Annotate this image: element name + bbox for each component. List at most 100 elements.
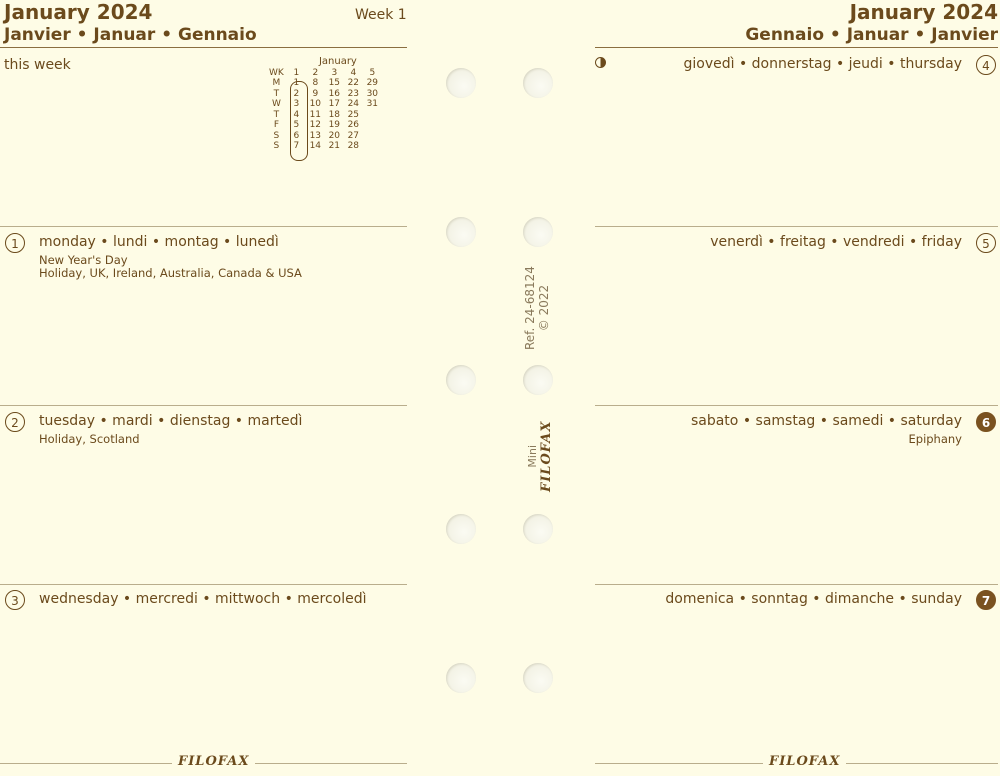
calendar-cell: 2 bbox=[293, 88, 300, 99]
calendar-cell: 6 bbox=[293, 130, 300, 141]
calendar-cell: 20 bbox=[328, 130, 341, 141]
calendar-cell: 31 bbox=[366, 99, 379, 109]
calendar-cell: 26 bbox=[347, 120, 360, 130]
calendar-cell: W bbox=[271, 99, 281, 109]
binder-hole bbox=[523, 365, 553, 395]
calendar-cell: 23 bbox=[347, 88, 360, 99]
calendar-cell: 9 bbox=[312, 88, 319, 99]
calendar-cell bbox=[363, 110, 382, 121]
calendar-cell bbox=[363, 120, 382, 131]
calendar-cell: 5 bbox=[293, 120, 300, 130]
day-number: 1 bbox=[5, 233, 25, 253]
calendar-cell: 27 bbox=[347, 130, 360, 141]
this-week-label: this week bbox=[4, 57, 71, 73]
divider-line bbox=[0, 47, 407, 48]
divider-line bbox=[595, 226, 998, 227]
calendar-cell: 30 bbox=[366, 88, 379, 99]
calendar-cell: 21 bbox=[328, 141, 341, 151]
day-number: 7 bbox=[976, 590, 996, 610]
day-note: New Year's Day bbox=[39, 253, 128, 267]
calendar-cell: 13 bbox=[309, 130, 322, 141]
binder-hole bbox=[446, 514, 476, 544]
day-number: 4 bbox=[976, 55, 996, 75]
day-label: sabato • samstag • samedi • saturday bbox=[690, 413, 962, 429]
left-page-subtitle: Janvier • Januar • Gennaio bbox=[4, 25, 257, 45]
day-label: wednesday • mercredi • mittwoch • mercol… bbox=[39, 591, 367, 607]
calendar-cell: 17 bbox=[328, 99, 341, 109]
calendar-cell: F bbox=[273, 120, 279, 130]
divider-line bbox=[0, 584, 407, 585]
reference-number: Ref. 24-68124 bbox=[523, 266, 537, 350]
binder-hole bbox=[523, 514, 553, 544]
day-label: domenica • sonntag • dimanche • sunday bbox=[665, 591, 962, 607]
calendar-cell: 16 bbox=[328, 88, 341, 99]
divider-line bbox=[0, 226, 407, 227]
calendar-cell: T bbox=[273, 109, 280, 120]
calendar-cell: 24 bbox=[347, 99, 360, 109]
divider-line bbox=[595, 405, 998, 406]
day-note: Holiday, UK, Ireland, Australia, Canada … bbox=[39, 266, 302, 280]
calendar-cell: M bbox=[272, 78, 281, 88]
mini-calendar-month: January bbox=[318, 56, 357, 67]
day-note: Epiphany bbox=[908, 432, 963, 446]
binder-hole bbox=[446, 217, 476, 247]
calendar-header-cell: 3 bbox=[331, 67, 338, 78]
day-note: Holiday, Scotland bbox=[39, 432, 140, 446]
calendar-cell bbox=[363, 141, 382, 152]
calendar-cell: 11 bbox=[309, 109, 322, 120]
calendar-header-cell: WK bbox=[269, 67, 284, 78]
calendar-cell: 8 bbox=[312, 78, 319, 88]
day-label: giovedì • donnerstag • jeudi • thursday bbox=[683, 56, 963, 72]
calendar-cell: 3 bbox=[293, 99, 300, 109]
binder-hole bbox=[446, 68, 476, 98]
calendar-header-cell: 4 bbox=[350, 67, 357, 78]
calendar-cell: 22 bbox=[347, 78, 360, 88]
binder-hole bbox=[446, 663, 476, 693]
binder-hole bbox=[523, 663, 553, 693]
calendar-cell: 29 bbox=[366, 78, 379, 88]
left-footer-logo: FILOFAX bbox=[172, 754, 256, 769]
calendar-header-cell: 1 bbox=[293, 67, 300, 78]
calendar-cell: 4 bbox=[293, 109, 300, 120]
binder-hole bbox=[523, 217, 553, 247]
spine-reference: Ref. 24-68124 © 2022 bbox=[523, 266, 551, 350]
calendar-cell: 25 bbox=[347, 109, 360, 120]
divider-line bbox=[595, 584, 998, 585]
calendar-cell: 19 bbox=[328, 120, 341, 130]
right-footer-logo: FILOFAX bbox=[763, 754, 847, 769]
right-page-subtitle: Gennaio • Januar • Janvier bbox=[745, 25, 998, 45]
calendar-cell: 28 bbox=[347, 141, 360, 151]
divider-line bbox=[595, 47, 998, 48]
spine-logo: Mini FILOFAX bbox=[526, 421, 554, 492]
calendar-cell: 15 bbox=[328, 78, 341, 88]
current-week-highlight bbox=[290, 81, 308, 161]
left-page-title: January 2024 bbox=[4, 0, 153, 24]
day-label: monday • lundi • montag • lunedì bbox=[39, 234, 279, 250]
binder-hole bbox=[446, 365, 476, 395]
week-number: Week 1 bbox=[355, 7, 407, 23]
calendar-cell: 18 bbox=[328, 109, 341, 120]
size-label: Mini bbox=[526, 445, 539, 468]
calendar-cell: S bbox=[273, 141, 280, 151]
copyright: © 2022 bbox=[537, 284, 551, 332]
calendar-cell: 10 bbox=[309, 99, 322, 109]
calendar-header-cell: 5 bbox=[369, 67, 376, 78]
calendar-cell bbox=[363, 131, 382, 142]
filofax-logo: FILOFAX bbox=[539, 420, 554, 492]
right-page-title: January 2024 bbox=[849, 0, 998, 24]
day-number: 2 bbox=[5, 412, 25, 432]
day-label: venerdì • freitag • vendredi • friday bbox=[710, 234, 962, 250]
binder-hole bbox=[523, 68, 553, 98]
calendar-cell: T bbox=[273, 88, 280, 99]
calendar-cell: 7 bbox=[293, 141, 300, 151]
day-number: 6 bbox=[976, 412, 996, 432]
calendar-header-cell: 2 bbox=[312, 67, 319, 78]
day-number: 3 bbox=[5, 590, 25, 610]
day-label: tuesday • mardi • dienstag • martedì bbox=[39, 413, 303, 429]
calendar-cell: 12 bbox=[309, 120, 322, 130]
calendar-cell: S bbox=[273, 130, 280, 141]
moon-phase-icon bbox=[595, 57, 606, 68]
day-number: 5 bbox=[976, 233, 996, 253]
calendar-cell: 14 bbox=[309, 141, 322, 151]
divider-line bbox=[0, 405, 407, 406]
